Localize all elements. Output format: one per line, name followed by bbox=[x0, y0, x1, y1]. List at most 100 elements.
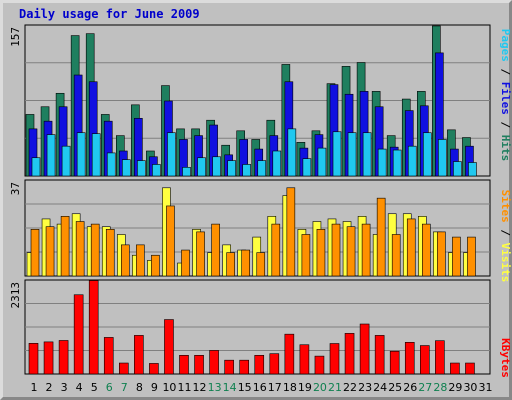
x-tick-label: 4 bbox=[76, 381, 83, 394]
sites-bar bbox=[226, 252, 235, 277]
sites-bar bbox=[467, 236, 476, 277]
chart-title: Daily usage for June 2009 bbox=[19, 7, 200, 21]
pages-bar bbox=[272, 150, 282, 177]
kbytes-bar bbox=[179, 355, 189, 375]
pages-bar bbox=[137, 160, 146, 177]
pages-bar bbox=[347, 132, 357, 177]
pages-bar bbox=[167, 132, 176, 177]
legend-entry: Pages bbox=[499, 29, 512, 62]
kbytes-bar bbox=[194, 355, 204, 375]
kbytes-bar bbox=[209, 350, 219, 375]
sites-bar bbox=[331, 223, 341, 277]
legend-entry: KBytes bbox=[499, 338, 512, 378]
kbytes-bar bbox=[344, 333, 355, 375]
legend-entry: Sites bbox=[499, 190, 512, 223]
x-tick-label: 25 bbox=[388, 381, 402, 394]
x-tick-label: 24 bbox=[373, 381, 387, 394]
x-tick-label: 28 bbox=[433, 381, 447, 394]
y-max-label: 37 bbox=[9, 182, 22, 195]
x-tick-label: 27 bbox=[418, 381, 432, 394]
x-tick-label: 26 bbox=[403, 381, 417, 394]
x-tick-label: 31 bbox=[479, 381, 493, 394]
sites-visits-legend: Sites / Visits bbox=[499, 190, 512, 283]
sites-bar bbox=[136, 244, 145, 277]
x-tick-label: 23 bbox=[358, 381, 372, 394]
kbytes-bar bbox=[435, 340, 445, 375]
x-tick-label: 30 bbox=[463, 381, 477, 394]
sites-bar bbox=[181, 249, 190, 277]
legend-separator: / bbox=[499, 62, 512, 82]
x-tick-label: 22 bbox=[343, 381, 357, 394]
x-tick-label: 6 bbox=[106, 381, 113, 394]
x-tick-label: 15 bbox=[238, 381, 252, 394]
kbytes-bar bbox=[254, 355, 265, 375]
x-tick-label: 17 bbox=[268, 381, 282, 394]
kbytes-bar bbox=[164, 319, 174, 375]
pages-bar bbox=[453, 161, 462, 177]
y-max-label: 157 bbox=[9, 27, 22, 47]
sites-bar bbox=[151, 254, 160, 277]
pages-bar bbox=[392, 149, 402, 177]
kbytes-bar bbox=[404, 342, 415, 375]
pages-bar bbox=[302, 158, 312, 177]
legend-entry: Visits bbox=[499, 243, 512, 283]
pages-bar bbox=[242, 164, 251, 177]
x-tick-label: 13 bbox=[208, 381, 222, 394]
sites-bar bbox=[241, 249, 250, 277]
kbytes-bar bbox=[269, 353, 280, 375]
legend-entry: Hits bbox=[499, 135, 512, 162]
legend-entry: Files bbox=[499, 82, 512, 115]
kbytes-bar bbox=[329, 343, 340, 375]
x-tick-label: 21 bbox=[328, 381, 342, 394]
x-tick-label: 12 bbox=[193, 381, 207, 394]
pages-bar bbox=[317, 147, 327, 177]
x-tick-label: 11 bbox=[178, 381, 192, 394]
kbytes-bar bbox=[284, 333, 295, 375]
pages-bar bbox=[61, 145, 71, 177]
sites-bar bbox=[376, 197, 386, 277]
sites-bar bbox=[211, 223, 220, 277]
sites-bar bbox=[121, 244, 130, 277]
sites-bar bbox=[346, 226, 356, 277]
kbytes-bar bbox=[374, 335, 385, 375]
kbytes-bar bbox=[314, 355, 325, 375]
pages-bar bbox=[422, 132, 432, 177]
kbytes-bar bbox=[389, 350, 400, 375]
sites-bar bbox=[60, 216, 70, 277]
x-tick-label: 14 bbox=[223, 381, 237, 394]
pages-bar bbox=[46, 134, 56, 177]
pages-bar bbox=[377, 148, 387, 177]
x-tick-label: 1 bbox=[31, 381, 38, 394]
sites-bar bbox=[271, 223, 281, 277]
sites-bar bbox=[105, 228, 115, 277]
pages-bar bbox=[106, 152, 116, 177]
pages-bar bbox=[152, 164, 161, 177]
legend-separator: / bbox=[499, 115, 512, 135]
pages-bar bbox=[227, 160, 236, 177]
sites-bar bbox=[406, 218, 416, 277]
kbytes-bar bbox=[88, 280, 99, 375]
pages-bar bbox=[362, 132, 372, 177]
x-tick-label: 16 bbox=[253, 381, 267, 394]
x-tick-label: 3 bbox=[61, 381, 68, 394]
pages-bar bbox=[332, 131, 342, 177]
sites-bar bbox=[437, 231, 446, 277]
sites-bar bbox=[391, 234, 401, 277]
kbytes-bar bbox=[119, 362, 129, 375]
sites-bar bbox=[75, 221, 85, 277]
x-tick-label: 5 bbox=[91, 381, 98, 394]
pages-bar bbox=[287, 128, 297, 177]
x-tick-label: 18 bbox=[283, 381, 297, 394]
pages-files-hits-legend: Pages / Files / Hits bbox=[499, 29, 512, 162]
x-tick-label: 10 bbox=[162, 381, 176, 394]
sites-bar bbox=[90, 223, 100, 277]
x-tick-label: 19 bbox=[298, 381, 312, 394]
sites-bar bbox=[316, 228, 326, 277]
sites-bar bbox=[166, 205, 175, 277]
kbytes-bar bbox=[239, 359, 249, 375]
kbytes-bar bbox=[103, 337, 114, 375]
kbytes-bar bbox=[450, 362, 460, 375]
kbytes-bar bbox=[28, 343, 39, 375]
pages-bar bbox=[182, 167, 191, 177]
